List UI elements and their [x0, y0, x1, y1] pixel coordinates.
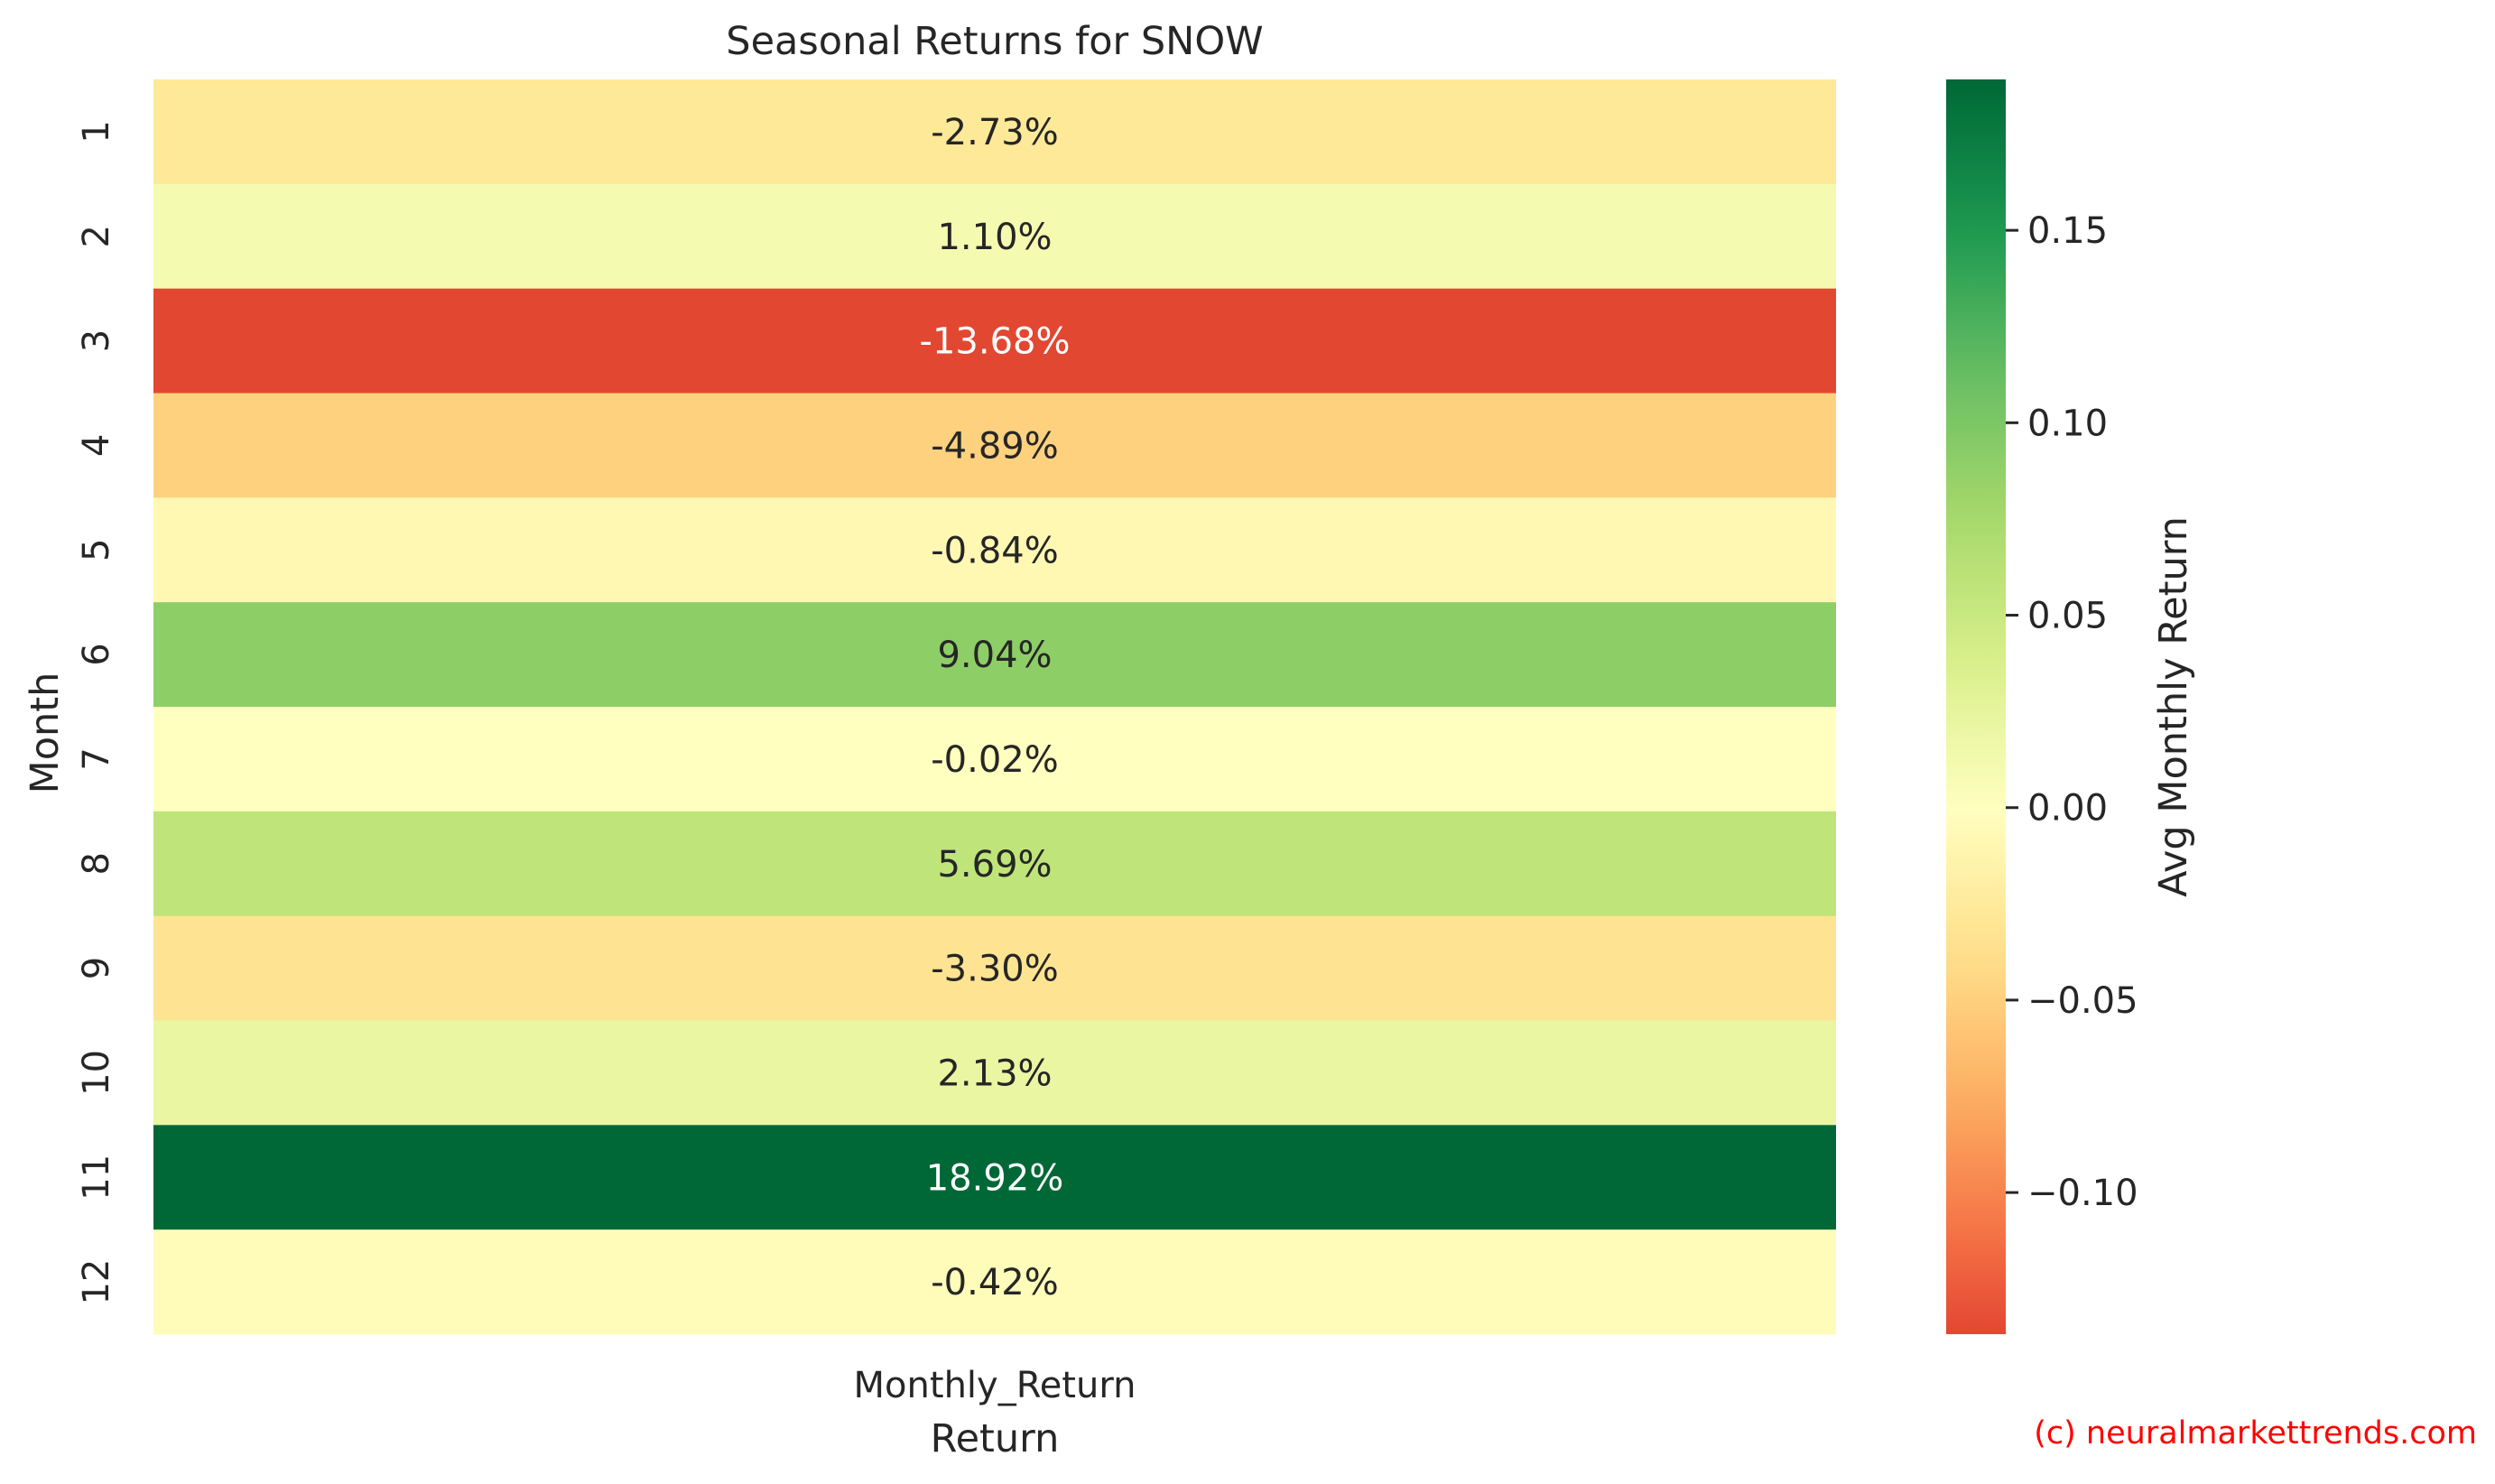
heatmap-cell-month-2: [153, 183, 1836, 290]
cell-annotation-month-7: -0.02%: [931, 739, 1059, 781]
heatmap-cell-month-9: [153, 915, 1836, 1021]
watermark: (c) neuralmarkettrends.com: [2034, 1415, 2477, 1452]
x-axis-label: Return: [931, 1416, 1060, 1461]
y-tick-label-10: 10: [76, 1050, 117, 1096]
cell-annotation-month-8: 5.69%: [937, 844, 1052, 886]
x-tick-label: Monthly_Return: [854, 1365, 1136, 1406]
heatmap-cell-month-8: [153, 811, 1836, 917]
heatmap-cell-month-5: [153, 497, 1836, 603]
heatmap-cell-month-10: [153, 1020, 1836, 1126]
colorbar-tick-label: 0.00: [2027, 788, 2108, 830]
y-tick-label-3: 3: [76, 329, 117, 352]
y-tick-label-9: 9: [76, 957, 117, 979]
colorbar-tick-label: −0.05: [2027, 980, 2138, 1022]
cell-annotation-month-1: -2.73%: [931, 112, 1059, 153]
cell-annotation-month-11: 18.92%: [926, 1157, 1064, 1199]
heatmap-cell-month-7: [153, 707, 1836, 812]
cell-annotation-month-6: 9.04%: [937, 635, 1052, 676]
heatmap-cell-month-1: [153, 79, 1836, 185]
colorbar-ticks: −0.10 −0.05 0.00 0.05 0.10 0.15: [2006, 210, 2138, 1214]
colorbar: [1946, 79, 2006, 1334]
y-tick-label-8: 8: [76, 852, 117, 875]
cell-annotation-month-2: 1.10%: [937, 217, 1052, 258]
heatmap-cell-month-6: [153, 602, 1836, 708]
y-tick-label-2: 2: [76, 225, 117, 247]
heatmap-cell-month-3: [153, 288, 1836, 394]
heatmap-cell-month-4: [153, 393, 1836, 498]
heatmap-cell-month-11: [153, 1125, 1836, 1230]
cell-annotation-month-5: -0.84%: [931, 530, 1059, 571]
y-tick-label-7: 7: [76, 747, 117, 770]
y-tick-label-1: 1: [76, 120, 117, 143]
heatmap-cell-month-12: [153, 1229, 1836, 1335]
cell-annotation-month-12: -0.42%: [931, 1262, 1059, 1303]
y-tick-label-6: 6: [76, 643, 117, 665]
colorbar-tick-label: −0.10: [2027, 1173, 2138, 1214]
y-axis-label: Month: [23, 672, 68, 794]
y-tick-label-12: 12: [76, 1259, 117, 1305]
cell-annotation-month-4: -4.89%: [931, 425, 1059, 467]
colorbar-tick-label: 0.05: [2027, 596, 2108, 637]
cell-annotation-month-9: -3.30%: [931, 949, 1059, 990]
cell-annotation-month-10: 2.13%: [937, 1053, 1052, 1094]
colorbar-tick-label: 0.15: [2027, 210, 2108, 252]
chart-title: Seasonal Returns for SNOW: [726, 19, 1263, 64]
colorbar-label: Avg Monthly Return: [2151, 516, 2196, 897]
colorbar-tick-label: 0.10: [2027, 403, 2108, 444]
cell-annotation-month-3: -13.68%: [920, 321, 1071, 363]
y-tick-label-4: 4: [76, 434, 117, 457]
y-tick-label-11: 11: [76, 1155, 117, 1201]
heatmap-cells: -2.73% 1.10% -13.68% -4.89% -0.84% 9.04% -0.02…: [153, 79, 1836, 1335]
y-tick-label-5: 5: [76, 539, 117, 561]
